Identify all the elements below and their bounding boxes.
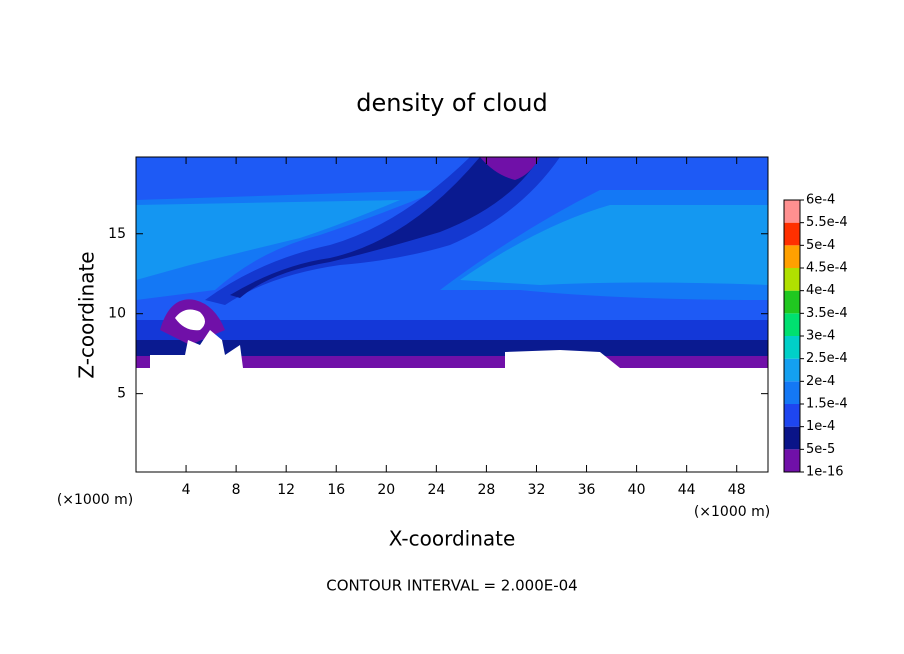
colorbar-band bbox=[784, 449, 800, 472]
y-tick-label: 5 bbox=[117, 386, 126, 402]
y-unit-label: (×1000 m) bbox=[57, 492, 133, 508]
colorbar-band bbox=[784, 200, 800, 223]
colorbar-label: 5e-4 bbox=[806, 238, 835, 253]
x-axis-label: X-coordinate bbox=[389, 527, 516, 551]
x-tick-label: 48 bbox=[728, 482, 746, 498]
colorbar-label: 1e-4 bbox=[806, 419, 835, 434]
colorbar-label: 2e-4 bbox=[806, 374, 835, 389]
colorbar-label: 3.5e-4 bbox=[806, 306, 848, 321]
field-hole bbox=[505, 350, 620, 368]
colorbar-label: 1e-16 bbox=[806, 465, 844, 480]
field-band bbox=[480, 157, 540, 180]
x-tick-label: 12 bbox=[277, 482, 295, 498]
colorbar-band bbox=[784, 268, 800, 291]
chart-title: density of cloud bbox=[356, 89, 547, 117]
x-tick-label: 4 bbox=[182, 482, 191, 498]
colorbar-label: 5e-5 bbox=[806, 442, 835, 457]
colorbar-band bbox=[784, 426, 800, 450]
x-tick-label: 28 bbox=[478, 482, 496, 498]
colorbar-band bbox=[784, 290, 800, 314]
colorbar-band bbox=[784, 404, 800, 427]
x-tick-label: 8 bbox=[232, 482, 241, 498]
colorbar-label: 6e-4 bbox=[806, 193, 835, 208]
colorbar-label: 2.5e-4 bbox=[806, 351, 848, 366]
contour-field bbox=[136, 157, 768, 472]
field-band bbox=[460, 205, 768, 285]
colorbar-label: 4e-4 bbox=[806, 283, 835, 298]
x-tick-label: 36 bbox=[578, 482, 596, 498]
y-tick-label: 15 bbox=[108, 226, 126, 242]
field-band bbox=[136, 200, 400, 280]
colorbar-band bbox=[784, 245, 800, 268]
y-axis-label: Z-coordinate bbox=[75, 251, 99, 378]
field-band bbox=[230, 157, 540, 298]
x-tick-label: 32 bbox=[528, 482, 546, 498]
x-unit-label: (×1000 m) bbox=[694, 504, 770, 520]
x-tick-label: 20 bbox=[377, 482, 395, 498]
x-tick-label: 44 bbox=[678, 482, 696, 498]
plot-frame bbox=[135, 156, 769, 473]
colorbar-label: 3e-4 bbox=[806, 329, 835, 344]
field-hole bbox=[150, 330, 243, 368]
colorbar-band bbox=[784, 358, 800, 382]
field-hole bbox=[175, 309, 205, 331]
colorbar-label: 4.5e-4 bbox=[806, 261, 848, 276]
x-tick-label: 24 bbox=[427, 482, 445, 498]
colorbar-band bbox=[784, 313, 800, 336]
colorbar-label: 1.5e-4 bbox=[806, 397, 848, 412]
colorbar-band bbox=[784, 381, 800, 404]
x-tick-label: 16 bbox=[327, 482, 345, 498]
colorbar-label: 5.5e-4 bbox=[806, 215, 848, 230]
contour-interval: CONTOUR INTERVAL = 2.000E-04 bbox=[326, 577, 577, 595]
colorbar-band bbox=[784, 222, 800, 246]
x-tick-label: 40 bbox=[628, 482, 646, 498]
colorbar-band bbox=[784, 336, 800, 359]
y-tick-label: 10 bbox=[108, 306, 126, 322]
field-empty bbox=[136, 368, 768, 472]
